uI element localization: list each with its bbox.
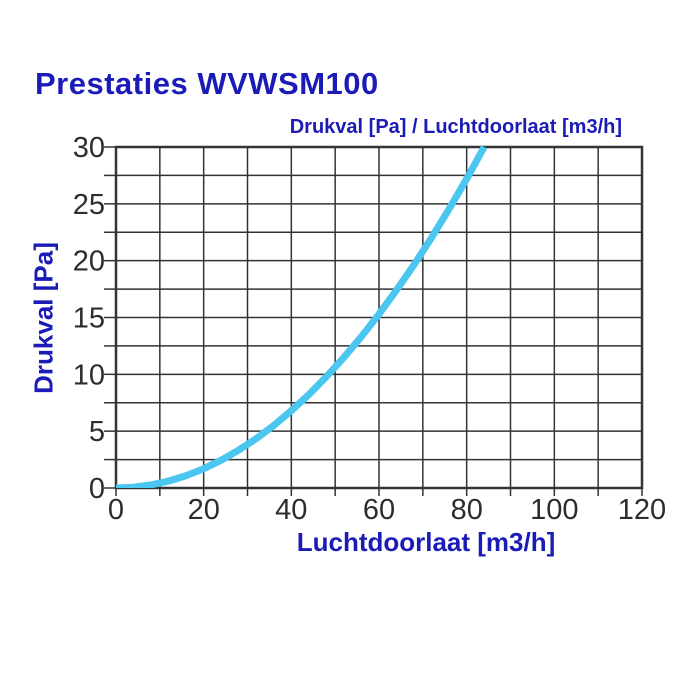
chart-title: Drukval [Pa] / Luchtdoorlaat [m3/h] bbox=[289, 116, 622, 138]
y-tick-label: 0 bbox=[89, 473, 105, 505]
x-tick-label: 100 bbox=[530, 494, 578, 526]
plot-border bbox=[114, 145, 644, 490]
x-tick-label: 80 bbox=[451, 494, 483, 526]
y-tick-label: 25 bbox=[73, 189, 105, 221]
x-tick-label: 0 bbox=[108, 494, 124, 526]
y-tick-label: 10 bbox=[73, 359, 105, 391]
x-tick-label: 20 bbox=[188, 494, 220, 526]
y-tick-label: 5 bbox=[89, 416, 105, 448]
y-tick-label: 15 bbox=[73, 303, 105, 335]
y-tick-label: 30 bbox=[73, 132, 105, 164]
page-title: Prestaties WVWSM100 bbox=[35, 66, 379, 101]
y-tick-label: 20 bbox=[73, 246, 105, 278]
x-tick-label: 120 bbox=[618, 494, 666, 526]
x-tick-label: 40 bbox=[275, 494, 307, 526]
x-tick-label: 60 bbox=[363, 494, 395, 526]
pressure-drop-curve bbox=[116, 146, 488, 488]
x-axis-title: Luchtdoorlaat [m3/h] bbox=[296, 527, 556, 557]
y-axis-title: Drukval [Pa] bbox=[28, 242, 59, 394]
